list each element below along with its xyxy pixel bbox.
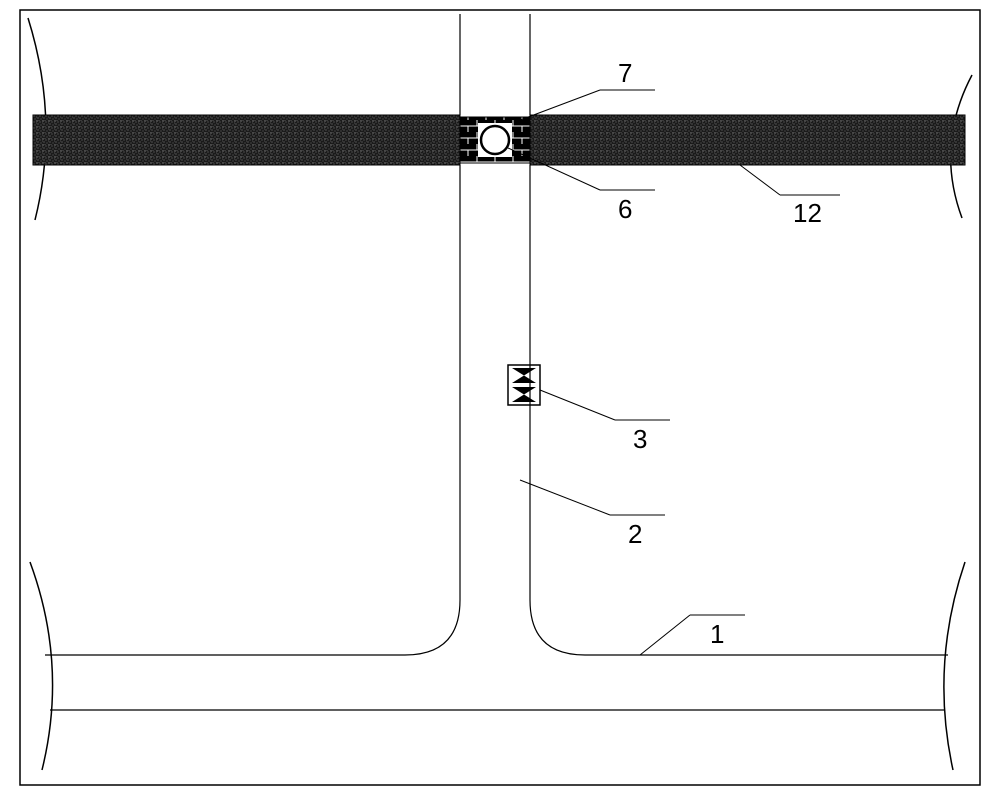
- coal-seam-left: [33, 115, 460, 165]
- callout-line-2: [520, 480, 610, 515]
- callout-line-1: [640, 615, 690, 655]
- callout-label-12: 12: [793, 198, 822, 228]
- junction-left: [405, 600, 460, 655]
- junction-right: [530, 600, 585, 655]
- borehole-circle: [481, 126, 509, 154]
- coal-seam-right: [530, 115, 965, 165]
- callout-label-1: 1: [710, 619, 724, 649]
- callout-label-7: 7: [618, 58, 632, 88]
- callout-line-12: [740, 165, 780, 195]
- callout-label-3: 3: [633, 424, 647, 454]
- arc-bottom-left: [30, 562, 53, 770]
- callout-label-6: 6: [618, 194, 632, 224]
- callout-line-3: [540, 390, 615, 420]
- arc-bottom-right: [944, 562, 965, 770]
- technical-diagram: 7 6 12 3 2 1: [0, 0, 1000, 797]
- callout-label-2: 2: [628, 519, 642, 549]
- valve: [508, 365, 540, 405]
